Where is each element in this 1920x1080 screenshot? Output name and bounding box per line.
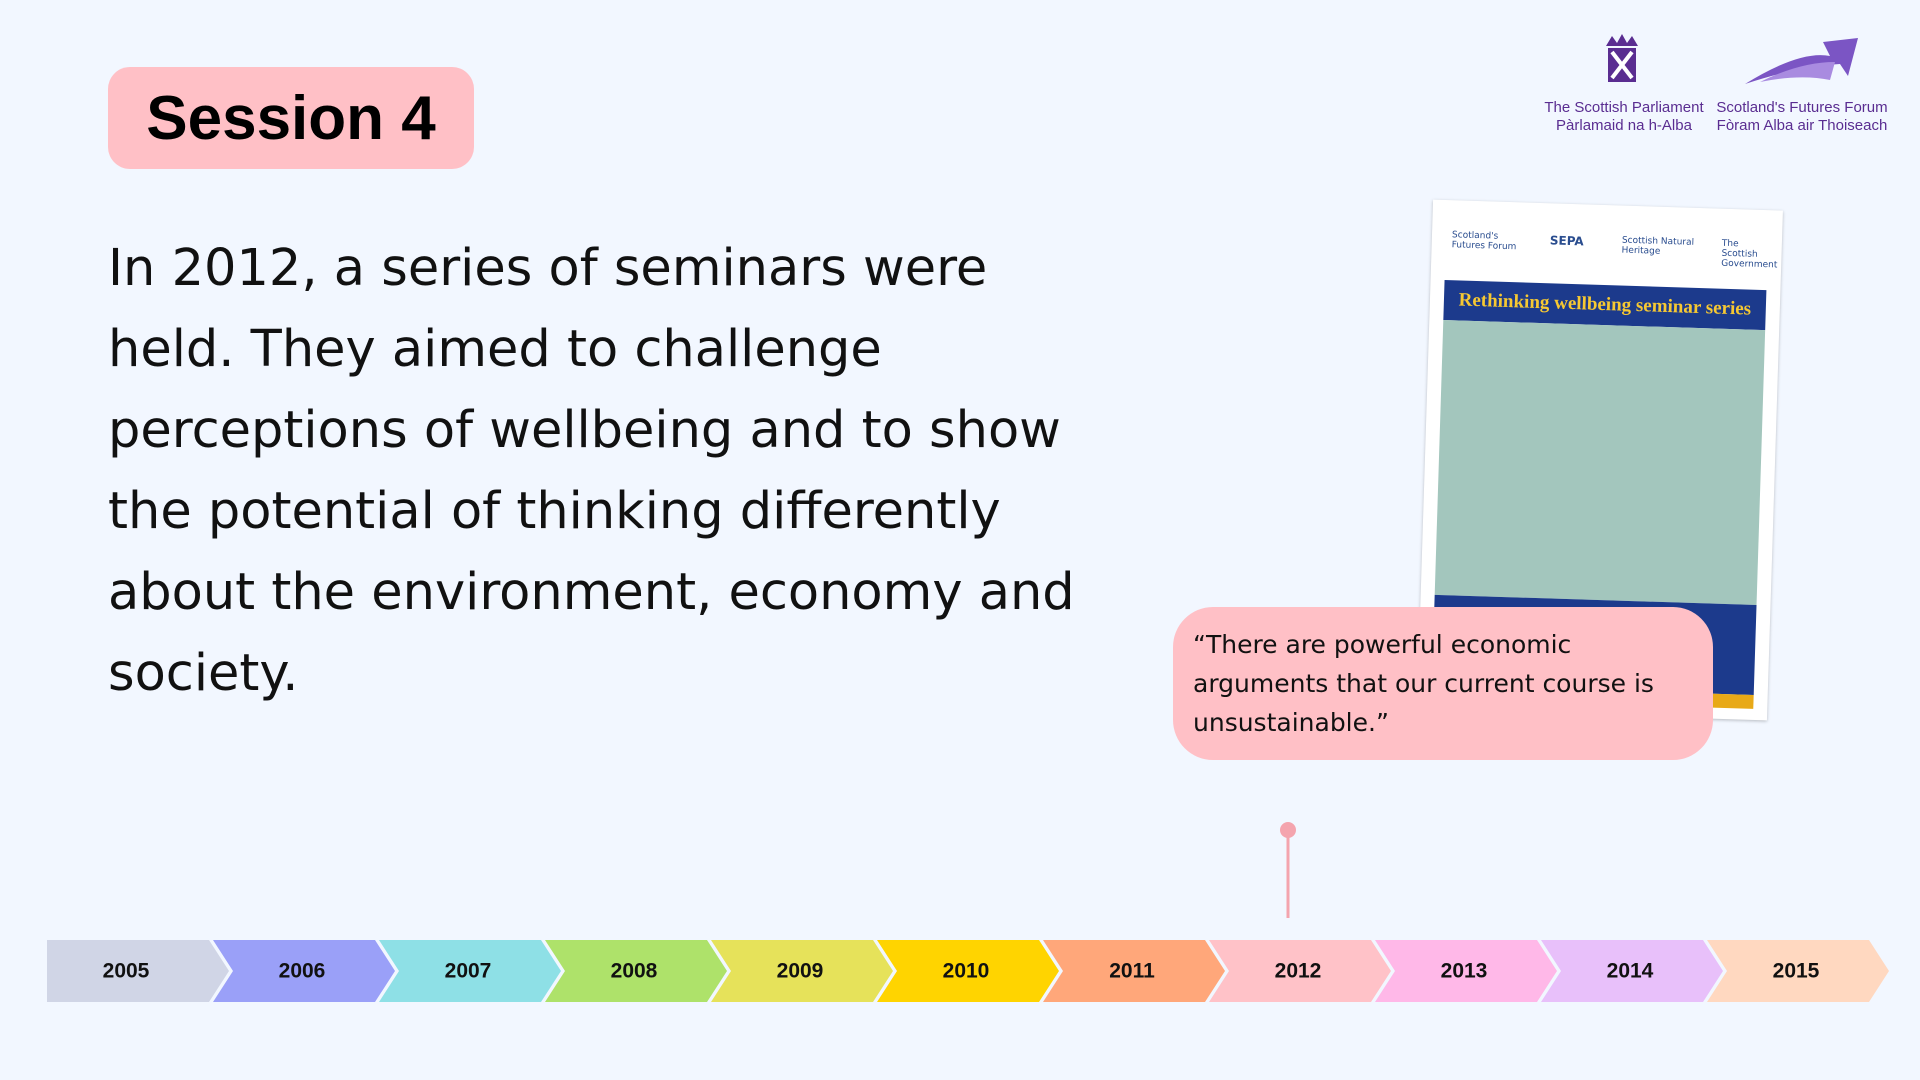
forum-logo-text: Scotland's Futures Forum Fòram Alba air … (1702, 99, 1902, 135)
timeline-step (545, 940, 727, 1002)
cover-image (1434, 320, 1766, 605)
timeline-step (1541, 940, 1723, 1002)
timeline-year: 2009 (777, 960, 824, 983)
timeline-year: 2014 (1607, 960, 1654, 983)
timeline-step (1707, 940, 1889, 1002)
timeline-year: 2006 (279, 960, 326, 983)
logo-line: Fòram Alba air Thoiseach (1716, 117, 1888, 134)
timeline-year: 2015 (1773, 960, 1820, 983)
timeline-year: 2010 (943, 960, 990, 983)
body-text: In 2012, a series of seminars were held.… (108, 239, 1075, 703)
timeline-step (47, 940, 229, 1002)
partner-logo: The Scottish Government (1721, 238, 1778, 271)
timeline-step (711, 940, 893, 1002)
timeline-step (1375, 940, 1557, 1002)
partner-logo: SEPA (1549, 233, 1584, 249)
parliament-logo-text: The Scottish Parliament Pàrlamaid na h-A… (1530, 99, 1718, 135)
marker-dot (1280, 822, 1296, 838)
logo-line: Scotland's Futures Forum (1716, 99, 1888, 116)
partner-logo: Scottish Natural Heritage (1621, 235, 1695, 257)
parliament-crest (1606, 34, 1638, 82)
timeline-step (379, 940, 561, 1002)
timeline: 2005 2006 2007 2008 2009 2010 2011 2012 2013 2014… (47, 940, 1889, 1002)
timeline-year: 2011 (1109, 960, 1155, 983)
timeline-step (1209, 940, 1391, 1002)
timeline-step (877, 940, 1059, 1002)
logo-line: Pàrlamaid na h-Alba (1556, 117, 1692, 134)
logo-line: The Scottish Parliament (1544, 99, 1704, 116)
timeline-step (1043, 940, 1225, 1002)
timeline-year: 2013 (1441, 960, 1488, 983)
session-title: Session 4 (108, 67, 474, 169)
timeline-step (213, 940, 395, 1002)
timeline-year: 2012 (1275, 960, 1322, 983)
forum-arrow (1745, 38, 1858, 84)
timeline-year: 2008 (611, 960, 658, 983)
timeline-year: 2005 (103, 960, 150, 983)
partner-logo: Scotland's Futures Forum (1451, 230, 1517, 253)
timeline-year: 2007 (445, 960, 492, 983)
quote-bubble: “There are powerful economic arguments t… (1173, 607, 1713, 760)
